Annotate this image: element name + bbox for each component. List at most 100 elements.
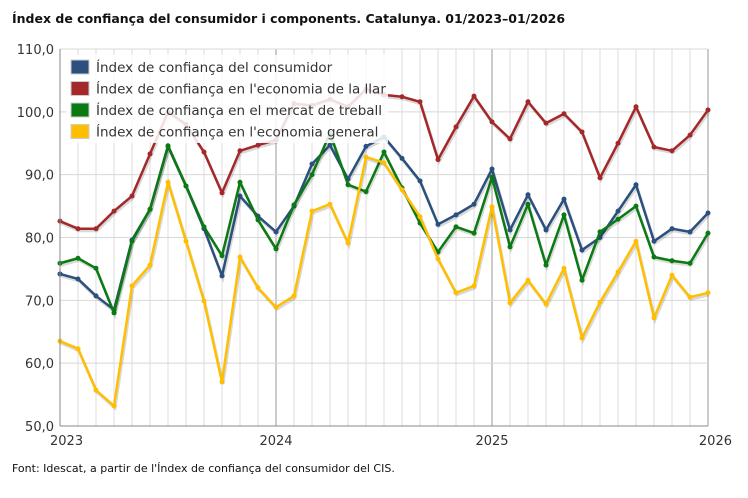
data-point (579, 247, 585, 253)
data-point (615, 269, 621, 275)
data-point (417, 214, 423, 220)
data-point (219, 273, 225, 279)
data-point (201, 149, 207, 155)
data-point (417, 178, 423, 184)
data-point (651, 254, 657, 260)
data-point (111, 310, 117, 316)
data-point (345, 182, 351, 188)
data-point (651, 144, 657, 150)
data-point (399, 155, 405, 161)
data-point (381, 160, 387, 166)
data-point (453, 212, 459, 218)
data-point (93, 387, 99, 393)
data-point (399, 187, 405, 193)
source-note: Font: Idescat, a partir de l'Índex de co… (12, 462, 395, 475)
y-tick-label: 110,0 (17, 43, 54, 58)
data-point (561, 111, 567, 117)
data-point (669, 148, 675, 154)
data-point (633, 203, 639, 209)
y-tick-label: 80,0 (25, 232, 54, 247)
data-point (309, 208, 315, 214)
data-point (687, 132, 693, 138)
data-point (453, 224, 459, 230)
data-point (615, 216, 621, 222)
y-tick-label: 90,0 (25, 169, 54, 184)
data-point (507, 300, 513, 306)
data-point (435, 221, 441, 227)
data-point (237, 254, 243, 260)
data-point (525, 201, 531, 207)
data-point (471, 230, 477, 236)
y-tick-label: 100,0 (17, 106, 54, 121)
data-point (147, 262, 153, 268)
x-tick-label: 2025 (475, 434, 508, 449)
data-point (201, 224, 207, 230)
legend-label: Índex de confiança del consumidor (96, 59, 333, 76)
data-point (255, 217, 261, 223)
data-point (201, 298, 207, 304)
data-point (363, 154, 369, 160)
data-point (399, 94, 405, 100)
data-point (651, 315, 657, 321)
data-point (561, 196, 567, 202)
data-point (93, 293, 99, 299)
data-point (453, 124, 459, 130)
data-point (489, 174, 495, 180)
data-point (561, 265, 567, 271)
data-point (525, 192, 531, 198)
data-point (633, 238, 639, 244)
legend-swatch (70, 102, 90, 118)
data-point (381, 149, 387, 155)
data-point (471, 93, 477, 99)
y-tick-label: 60,0 (25, 357, 54, 372)
data-point (597, 299, 603, 305)
x-tick-label: 2023 (50, 434, 83, 449)
data-point (273, 246, 279, 252)
data-point (507, 244, 513, 250)
data-point (273, 229, 279, 235)
data-point (453, 290, 459, 296)
data-point (237, 193, 243, 199)
axes: 50,0 60,0 70,0 80,0 90,0 100,0 110,0 2023 2024 20… (17, 43, 732, 449)
data-point (597, 229, 603, 235)
data-point (705, 210, 711, 216)
data-point (579, 335, 585, 341)
data-point (327, 201, 333, 207)
data-point (615, 140, 621, 146)
data-point (489, 119, 495, 125)
data-point (165, 143, 171, 149)
y-tick-label: 70,0 (25, 294, 54, 309)
data-point (183, 238, 189, 244)
data-point (75, 346, 81, 352)
data-point (147, 206, 153, 212)
data-point (327, 142, 333, 148)
data-point (273, 304, 279, 310)
data-point (543, 227, 549, 233)
data-point (579, 277, 585, 283)
data-point (525, 99, 531, 105)
data-point (687, 294, 693, 300)
data-point (147, 151, 153, 157)
data-point (489, 204, 495, 210)
data-point (309, 161, 315, 167)
data-point (705, 230, 711, 236)
data-point (543, 262, 549, 268)
data-point (543, 120, 549, 126)
data-point (219, 379, 225, 385)
data-point (705, 107, 711, 113)
data-point (75, 276, 81, 282)
data-point (75, 226, 81, 232)
data-point (129, 238, 135, 244)
data-point (525, 277, 531, 283)
data-point (543, 301, 549, 307)
data-point (93, 226, 99, 232)
data-point (111, 403, 117, 409)
data-point (561, 212, 567, 218)
y-tick-label: 50,0 (25, 420, 54, 435)
data-point (633, 104, 639, 110)
data-point (111, 208, 117, 214)
data-point (309, 172, 315, 178)
data-point (471, 201, 477, 207)
data-point (669, 272, 675, 278)
